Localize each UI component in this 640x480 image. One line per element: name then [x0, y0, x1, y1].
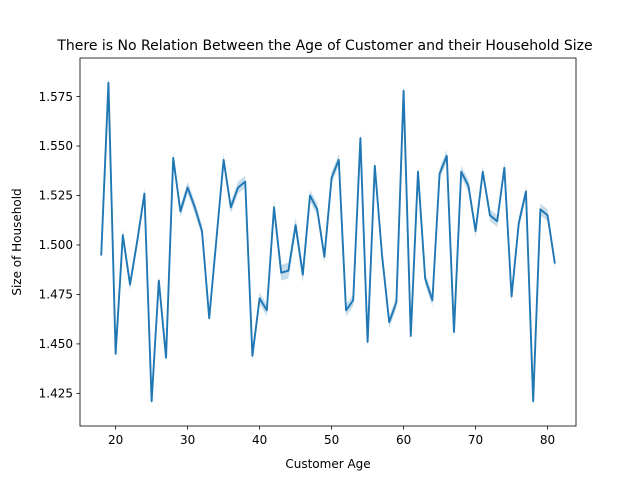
data-point [172, 157, 174, 159]
series-line-layer [100, 81, 556, 403]
data-point [381, 254, 383, 256]
data-point [302, 274, 304, 276]
data-point [251, 355, 253, 357]
data-point [532, 400, 534, 402]
data-point [115, 353, 117, 355]
data-point [359, 137, 361, 139]
data-point [208, 317, 210, 319]
data-point [417, 171, 419, 173]
x-tick-label: 20 [108, 433, 123, 447]
data-point [107, 82, 109, 84]
data-point [547, 214, 549, 216]
data-point [143, 193, 145, 195]
data-point [244, 181, 246, 183]
data-point [518, 222, 520, 224]
y-axis-ticks: 1.425 1.450 1.475 1.500 1.525 1.550 1.575 [39, 90, 80, 401]
data-point [446, 155, 448, 157]
y-tick-label: 1.500 [39, 238, 73, 252]
y-tick-label: 1.425 [39, 387, 73, 401]
y-tick-label: 1.475 [39, 288, 73, 302]
y-tick-label: 1.525 [39, 189, 73, 203]
data-point [201, 230, 203, 232]
data-point [439, 173, 441, 175]
y-tick-label: 1.575 [39, 90, 73, 104]
data-point [496, 220, 498, 222]
data-point [374, 165, 376, 167]
data-point [158, 280, 160, 282]
data-point [511, 295, 513, 297]
data-point [475, 230, 477, 232]
data-point [489, 214, 491, 216]
chart-title: There is No Relation Between the Age of … [56, 38, 592, 54]
data-point [122, 234, 124, 236]
data-point [187, 187, 189, 189]
x-axis-ticks: 20 30 40 50 60 70 80 [108, 426, 555, 447]
data-point [331, 177, 333, 179]
x-tick-label: 80 [540, 433, 555, 447]
data-point [179, 210, 181, 212]
data-point [460, 171, 462, 173]
data-point [230, 206, 232, 208]
data-point [431, 299, 433, 301]
data-point [129, 284, 131, 286]
x-tick-label: 50 [324, 433, 339, 447]
data-point [259, 297, 261, 299]
data-point [237, 187, 239, 189]
data-point [525, 191, 527, 193]
data-point [539, 208, 541, 210]
data-point [482, 171, 484, 173]
data-point [352, 299, 354, 301]
data-point [223, 159, 225, 161]
data-point [287, 270, 289, 272]
data-point [215, 238, 217, 240]
y-axis-label: Size of Household [10, 188, 24, 295]
data-point [367, 341, 369, 343]
x-tick-label: 60 [396, 433, 411, 447]
data-point [194, 206, 196, 208]
data-point [273, 206, 275, 208]
data-point [266, 309, 268, 311]
data-point [280, 272, 282, 274]
data-point [316, 208, 318, 210]
x-tick-label: 30 [180, 433, 195, 447]
data-point [323, 256, 325, 258]
data-point [345, 309, 347, 311]
data-point [453, 331, 455, 333]
plot-area [80, 58, 576, 426]
x-axis-label: Customer Age [285, 457, 370, 471]
data-point [151, 400, 153, 402]
data-point [295, 224, 297, 226]
data-point [395, 301, 397, 303]
data-point [309, 195, 311, 197]
data-point [338, 159, 340, 161]
data-point [554, 262, 556, 264]
plot-frame [79, 57, 577, 427]
data-point [410, 335, 412, 337]
data-point [100, 254, 102, 256]
data-point [467, 185, 469, 187]
data-point [136, 240, 138, 242]
series-line-0 [100, 81, 556, 403]
data-point [388, 321, 390, 323]
data-point [424, 278, 426, 280]
data-point [503, 167, 505, 169]
y-tick-label: 1.450 [39, 337, 73, 351]
y-tick-label: 1.550 [39, 139, 73, 153]
x-tick-label: 70 [468, 433, 483, 447]
data-point [403, 90, 405, 92]
data-point [165, 357, 167, 359]
x-tick-label: 40 [252, 433, 267, 447]
